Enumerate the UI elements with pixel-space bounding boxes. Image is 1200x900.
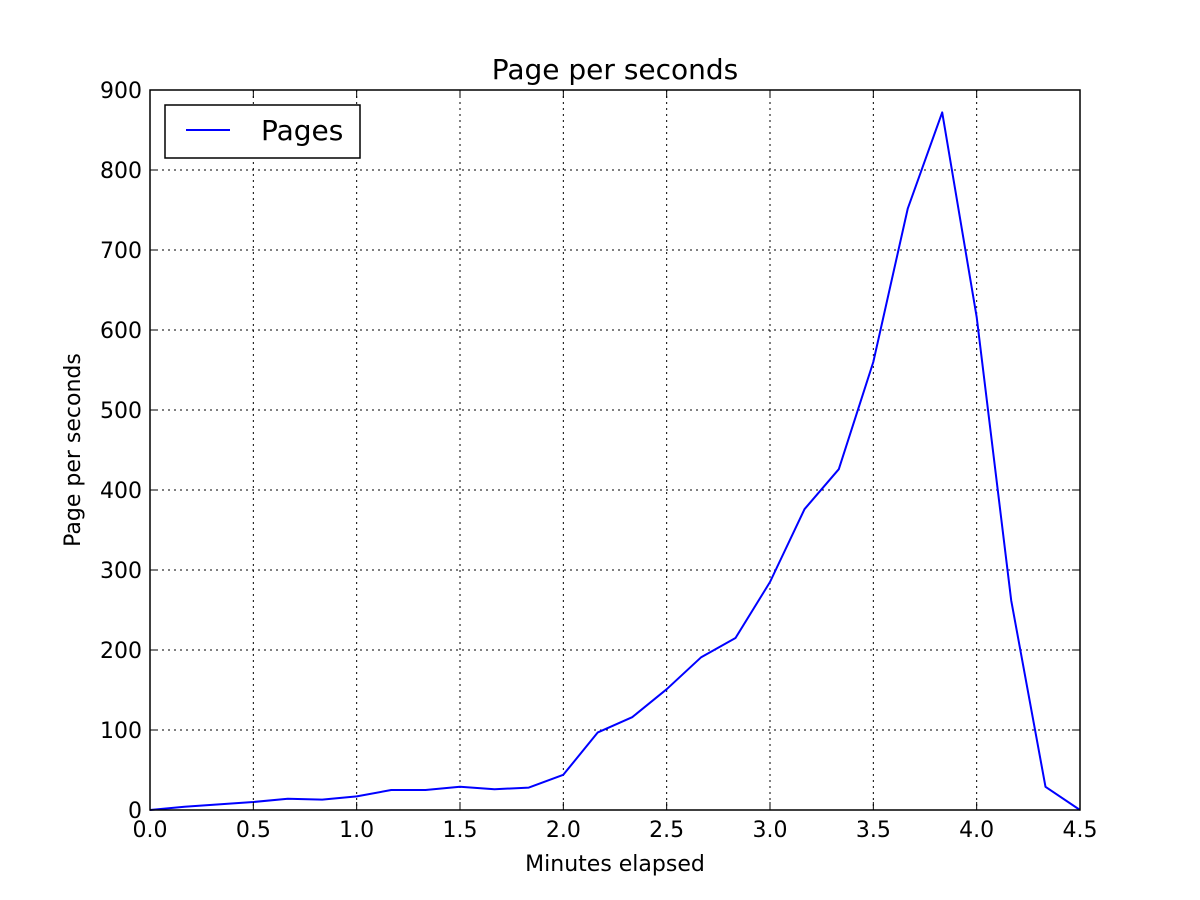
plot-frame <box>149 89 1081 811</box>
legend: Pages <box>164 104 361 159</box>
y-tick-label: 900 <box>100 79 142 104</box>
x-tick-label: 3.5 <box>856 818 891 843</box>
y-tick-labels: 0 100 200 300 400 500 600 700 800 900 <box>100 79 142 824</box>
x-tick-label: 4.5 <box>1063 818 1098 843</box>
x-tick-label: 1.5 <box>443 818 478 843</box>
y-tick-label: 600 <box>100 319 142 344</box>
series-line-pages <box>149 111 1081 811</box>
tick-marks <box>149 89 1081 811</box>
series-layer <box>149 111 1081 811</box>
y-tick-label: 300 <box>100 559 142 584</box>
x-tick-label: 0.0 <box>133 818 168 843</box>
x-axis-title: Minutes elapsed <box>525 852 705 877</box>
y-tick-label: 400 <box>100 479 142 504</box>
x-tick-label: 4.0 <box>959 818 994 843</box>
y-tick-label: 500 <box>100 399 142 424</box>
x-tick-label: 2.5 <box>649 818 684 843</box>
x-tick-label: 0.5 <box>236 818 271 843</box>
y-tick-label: 0 <box>128 799 142 824</box>
x-tick-label: 3.0 <box>753 818 788 843</box>
legend-frame <box>164 104 361 159</box>
legend-label-pages: Pages <box>261 114 343 147</box>
y-tick-label: 800 <box>100 159 142 184</box>
y-tick-label: 200 <box>100 639 142 664</box>
y-tick-label: 100 <box>100 719 142 744</box>
chart-title: Page per seconds <box>492 53 739 86</box>
x-tick-labels: 0.0 0.5 1.0 1.5 2.0 2.5 3.0 3.5 4.0 4.5 <box>133 818 1098 843</box>
y-axis-title: Page per seconds <box>61 353 86 547</box>
x-tick-label: 1.0 <box>339 818 374 843</box>
y-tick-label: 700 <box>100 239 142 264</box>
x-tick-label: 2.0 <box>546 818 581 843</box>
